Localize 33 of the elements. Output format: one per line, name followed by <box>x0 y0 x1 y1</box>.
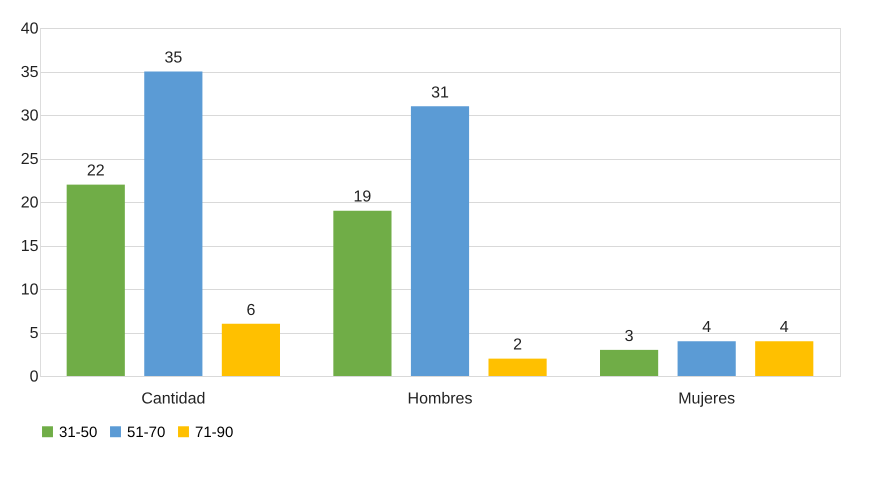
data-label: 19 <box>354 188 372 206</box>
y-tick-label: 25 <box>20 151 39 168</box>
bar <box>488 358 547 376</box>
data-label: 31 <box>431 84 449 102</box>
legend-label: 71-90 <box>195 424 234 441</box>
data-label: 6 <box>246 302 256 319</box>
y-tick-label: 20 <box>20 194 39 212</box>
y-tick-label: 15 <box>20 238 39 255</box>
data-label: 4 <box>702 319 712 336</box>
y-tick-label: 40 <box>20 20 39 38</box>
legend-label: 51-70 <box>127 424 166 441</box>
bar <box>410 106 470 376</box>
x-tick-label: Cantidad <box>141 390 206 408</box>
bar <box>600 350 658 376</box>
data-label: 4 <box>780 319 789 336</box>
y-tick-label: 10 <box>20 282 39 298</box>
bar <box>222 324 280 376</box>
data-label: 2 <box>513 336 522 354</box>
legend-label: 31-50 <box>59 424 98 441</box>
bar <box>144 72 202 376</box>
data-label: 22 <box>86 162 105 180</box>
bar <box>66 184 125 376</box>
x-tick-label: Hombres <box>408 390 472 408</box>
y-tick-label: 35 <box>20 64 39 81</box>
bar <box>333 210 392 376</box>
y-tick-label: 5 <box>30 325 39 342</box>
y-tick-label: 0 <box>30 368 39 386</box>
x-tick-label: Mujeres <box>678 390 736 408</box>
bar <box>678 341 736 376</box>
data-label: 3 <box>624 328 634 345</box>
bar <box>755 341 814 376</box>
y-tick-label: 30 <box>20 108 39 124</box>
data-label: 35 <box>164 50 182 66</box>
